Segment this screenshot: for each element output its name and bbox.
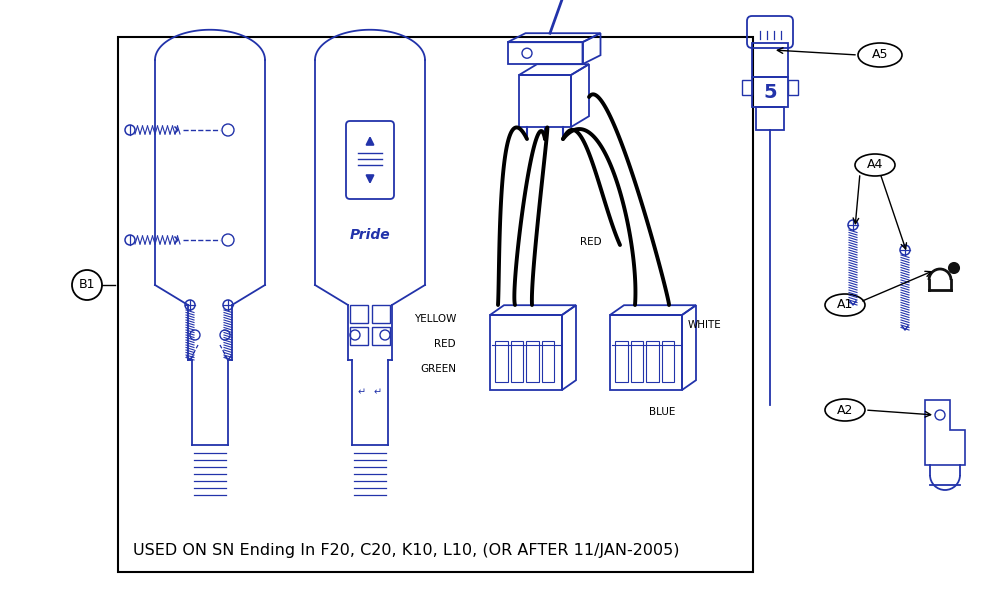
Text: A1: A1 [837,298,853,311]
Circle shape [949,263,959,273]
Text: USED ON SN Ending In F20, C20, K10, L10, (OR AFTER 11/JAN-2005): USED ON SN Ending In F20, C20, K10, L10,… [133,542,680,557]
Bar [752,77,788,107]
Bar [615,341,628,382]
Text: Pride: Pride [350,228,390,242]
Text: GREEN: GREEN [420,364,456,374]
Bar [542,341,554,382]
Text: B1: B1 [79,278,95,292]
Bar [646,341,658,382]
Text: YELLOW: YELLOW [414,314,456,324]
Bar [511,341,523,382]
Text: A2: A2 [837,403,853,416]
Bar [372,327,390,345]
Bar [495,341,508,382]
Bar [508,42,582,64]
Text: A4: A4 [867,158,883,172]
Bar [490,315,562,390]
Bar [662,341,674,382]
Text: RED: RED [580,237,602,247]
Bar [350,305,368,323]
Bar [350,327,368,345]
Text: 5: 5 [763,82,777,101]
Bar [526,341,538,382]
Text: RED: RED [434,339,456,349]
Bar [752,43,788,77]
Bar [788,80,798,95]
Bar [631,341,643,382]
Bar [372,305,390,323]
Text: ↵: ↵ [374,387,382,397]
Text: ↵: ↵ [358,387,366,397]
Text: BLUE: BLUE [649,407,675,417]
Bar [519,75,571,127]
Bar [742,80,752,95]
Bar [610,315,682,390]
Bar [756,107,784,130]
Text: WHITE: WHITE [688,320,722,330]
Text: A5: A5 [872,49,888,61]
Bar [118,37,753,572]
